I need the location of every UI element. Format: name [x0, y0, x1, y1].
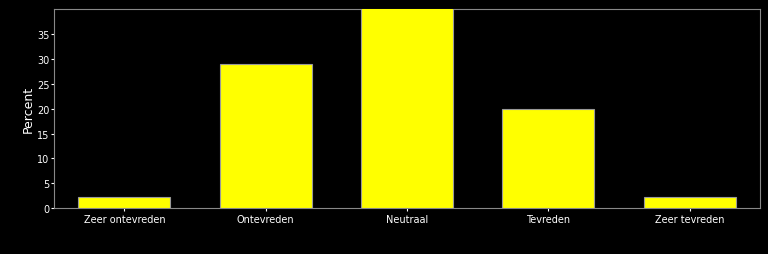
- Text: 13: 13: [259, 53, 273, 63]
- Bar: [220, 65, 312, 208]
- Bar: [361, 0, 453, 208]
- Bar: [78, 197, 170, 208]
- Bar: [502, 109, 594, 208]
- Y-axis label: Percent: Percent: [22, 86, 35, 133]
- Text: 1: 1: [687, 185, 693, 195]
- Text: 1: 1: [121, 185, 127, 195]
- Text: 9: 9: [545, 97, 551, 107]
- Bar: [644, 197, 736, 208]
